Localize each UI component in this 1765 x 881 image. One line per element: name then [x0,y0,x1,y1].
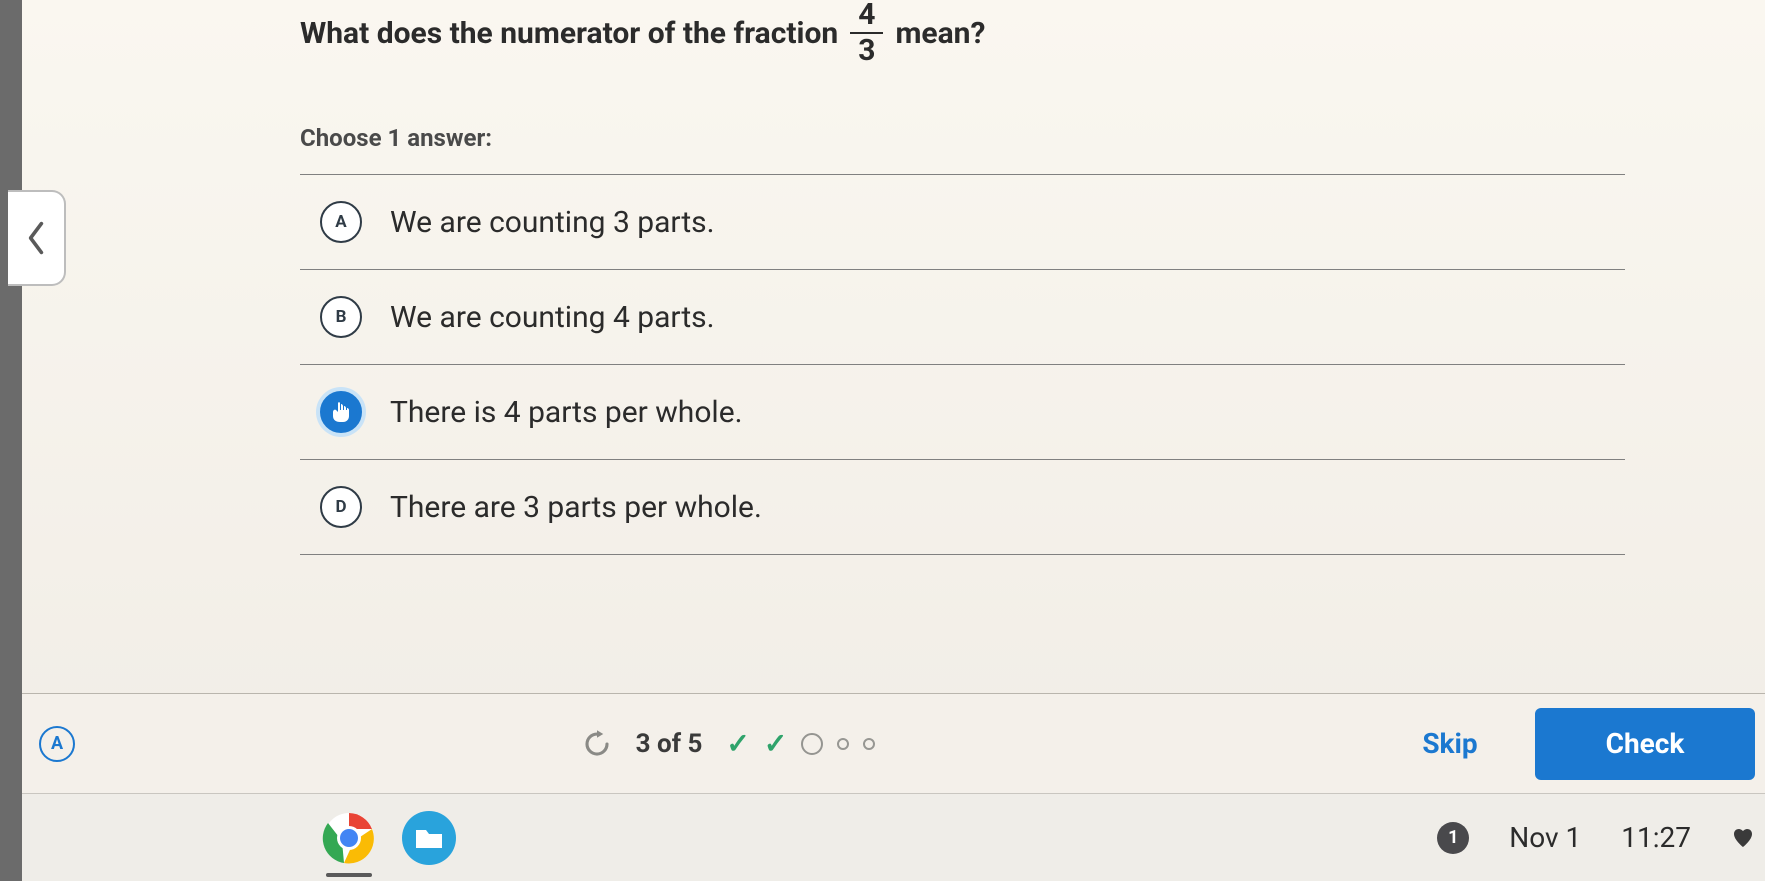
question-text: What does the numerator of the fraction … [300,0,1625,66]
fraction-numerator: 4 [850,0,883,34]
answer-text: We are counting 4 parts. [390,300,715,335]
files-app-icon[interactable] [402,811,456,865]
question-content: What does the numerator of the fraction … [300,0,1625,555]
viewport: What does the numerator of the fraction … [0,0,1765,881]
taskbar-time[interactable]: 11:27 [1621,821,1691,854]
active-app-indicator [326,873,372,877]
answer-list: A We are counting 3 parts. B We are coun… [300,174,1625,555]
footer-right: Skip Check [1365,708,1765,780]
progress-indicators: ✓ ✓ [726,727,875,760]
check-icon: ✓ [726,727,749,760]
fraction-denominator: 3 [850,34,883,66]
badge-letter: A [51,733,63,754]
answer-text: We are counting 3 parts. [390,205,715,240]
accessibility-badge[interactable]: A [39,726,75,762]
answer-text: There is 4 parts per whole. [390,395,743,430]
radio-letter: A [335,212,346,232]
radio-d[interactable]: D [320,486,362,528]
footer-center: 3 of 5 ✓ ✓ [92,727,1365,760]
notification-count: 1 [1448,827,1458,848]
radio-c[interactable]: C [320,391,362,433]
radio-letter: D [335,497,346,517]
folder-icon [414,826,444,850]
radio-letter: B [336,307,347,327]
window-left-edge [0,0,22,881]
chevron-left-icon [25,220,47,256]
radio-b[interactable]: B [320,296,362,338]
footer-left: A [22,726,92,762]
radio-a[interactable]: A [320,201,362,243]
pending-question-icon [863,738,875,750]
pending-question-icon [837,738,849,750]
answer-option-d[interactable]: D There are 3 parts per whole. [300,460,1625,554]
answer-option-a[interactable]: A We are counting 3 parts. [300,175,1625,270]
skip-button[interactable]: Skip [1365,708,1535,780]
taskbar-apps [322,811,456,865]
pointer-cursor-icon [329,400,353,424]
taskbar-date[interactable]: Nov 1 [1509,821,1581,854]
notification-badge[interactable]: 1 [1437,822,1469,854]
answer-option-b[interactable]: B We are counting 4 parts. [300,270,1625,365]
skip-label: Skip [1422,727,1477,760]
progress-counter: 3 of 5 [636,729,703,759]
footer-bar: A 3 of 5 ✓ ✓ Skip Check [22,693,1765,793]
check-button[interactable]: Check [1535,708,1755,780]
question-suffix: mean? [895,16,985,51]
answer-text: There are 3 parts per whole. [390,490,762,525]
heart-icon[interactable] [1731,826,1755,850]
taskbar-status: 1 Nov 1 11:27 [1437,821,1755,854]
back-button[interactable] [8,190,66,286]
check-label: Check [1606,727,1685,760]
os-taskbar: 1 Nov 1 11:27 [22,793,1765,881]
answer-option-c[interactable]: C There is 4 parts per whole. [300,365,1625,460]
choose-instruction: Choose 1 answer: [300,124,1625,152]
refresh-icon[interactable] [582,729,612,759]
fraction: 4 3 [850,0,883,66]
chrome-app-icon[interactable] [322,811,376,865]
check-icon: ✓ [764,727,787,760]
chrome-logo-icon [322,811,376,865]
current-question-icon [801,733,823,755]
question-prefix: What does the numerator of the fraction [300,16,838,51]
